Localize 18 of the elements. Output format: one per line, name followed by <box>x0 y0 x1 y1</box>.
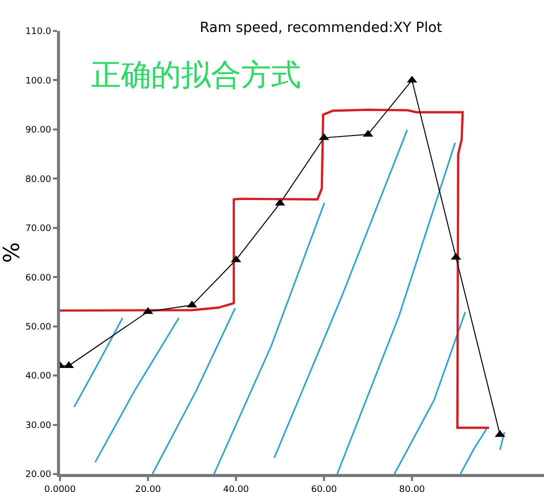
y-tick-label: 30.00 <box>25 420 52 431</box>
y-tick-label: 100.0 <box>25 76 52 86</box>
x-tick-label: 80.00 <box>399 484 426 492</box>
y-tick-label: 90.00 <box>25 126 52 136</box>
annotation: 正确的拟合方式 <box>91 58 301 93</box>
x-tick-label: 60.00 <box>311 484 338 492</box>
y-tick-label: 80.00 <box>25 174 52 185</box>
y-tick-label: 40.00 <box>25 372 52 382</box>
y-tick-label: 70.00 <box>25 224 52 234</box>
x-tick-label: 20.00 <box>135 484 162 492</box>
y-tick-label: 50.00 <box>25 322 52 332</box>
chart-title: Ram speed, recommended:XY Plot <box>200 20 443 36</box>
x-tick-label: 0.0000 <box>44 484 76 492</box>
y-tick-label: 20.00 <box>25 470 52 480</box>
y-axis-title: % <box>0 242 25 263</box>
x-tick-label: 40.00 <box>223 484 250 492</box>
y-tick-label: 110.0 <box>25 27 52 38</box>
y-tick-label: 60.00 <box>25 273 52 284</box>
